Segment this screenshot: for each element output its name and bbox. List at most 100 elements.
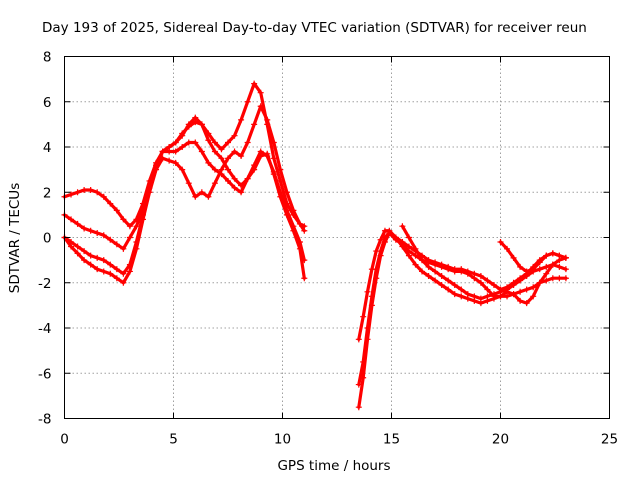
data-point [562,275,569,282]
data-point [94,189,101,196]
data-point [556,252,563,259]
data-point [218,146,225,153]
data-point [556,263,563,270]
data-point [425,263,432,270]
data-point [296,220,303,227]
data-point [113,241,120,248]
data-point [120,245,127,252]
data-point [355,404,362,411]
data-point [68,216,75,223]
data-point [490,282,497,289]
y-tick-label: 2 [43,185,52,201]
data-point [464,291,471,298]
data-point [484,277,491,284]
data-point [432,259,439,266]
data-point [301,257,308,264]
data-point [517,263,524,270]
series-points-trace-8 [399,223,569,302]
data-point [205,159,212,166]
data-point [192,139,199,146]
data-point [277,177,284,184]
x-tick-label: 20 [492,432,509,448]
x-tick-label: 15 [383,432,400,448]
data-point [510,254,517,261]
data-point [530,284,537,291]
data-point [530,266,537,273]
data-point [126,268,133,275]
data-point [412,245,419,252]
data-point [238,153,245,160]
data-point [81,225,88,232]
series-line-trace-1 [62,116,306,280]
data-point [360,358,367,365]
data-point [471,293,478,300]
data-point [192,119,199,126]
data-point [238,116,245,123]
data-point [139,216,146,223]
data-point [120,216,127,223]
data-point [364,288,371,295]
data-point [74,250,81,257]
data-point [438,282,445,289]
data-point [543,252,550,259]
series-points-trace-4 [61,80,308,230]
data-point [536,266,543,273]
data-point [477,272,484,279]
data-point [412,261,419,268]
data-point [510,291,517,298]
data-point [523,268,530,275]
data-point [355,381,362,388]
data-point [107,261,114,268]
data-point [471,270,478,277]
data-point [523,286,530,293]
data-point [497,288,504,295]
data-point [490,291,497,298]
data-point [270,168,277,175]
data-point [425,257,432,264]
data-point [172,159,179,166]
y-tick-label: -6 [38,366,51,382]
data-point [172,148,179,155]
y-tick-label: 4 [43,140,52,156]
series-line-trace-2 [62,140,306,276]
data-point [153,159,160,166]
data-point [100,232,107,239]
data-point [510,282,517,289]
data-point [405,234,412,241]
data-point [139,200,146,207]
axis-ticks: 0 5 10 15 20 25 -8 -6 -4 -2 0 2 4 6 8 [38,50,618,448]
y-tick-label: -8 [38,412,51,428]
data-point [543,270,550,277]
data-point [301,275,308,282]
data-point [419,268,426,275]
data-point [458,293,465,300]
data-point [549,250,556,257]
data-point [251,80,258,87]
data-point [113,266,120,273]
data-point [146,177,153,184]
data-point [562,254,569,261]
data-point [377,236,384,243]
data-point [87,227,94,234]
data-point [68,243,75,250]
data-point [133,223,140,230]
data-point [231,175,238,182]
data-point [185,180,192,187]
data-point [107,200,114,207]
data-point [100,268,107,275]
data-point [251,121,258,128]
data-point [368,266,375,273]
data-point [543,277,550,284]
data-point [205,193,212,200]
data-point [536,279,543,286]
data-point [438,261,445,268]
data-point [198,121,205,128]
data-point [290,211,297,218]
data-point [185,139,192,146]
data-point [543,263,550,270]
y-tick-label: 8 [43,50,52,66]
data-point [373,248,380,255]
data-point [81,186,88,193]
data-point [451,266,458,273]
